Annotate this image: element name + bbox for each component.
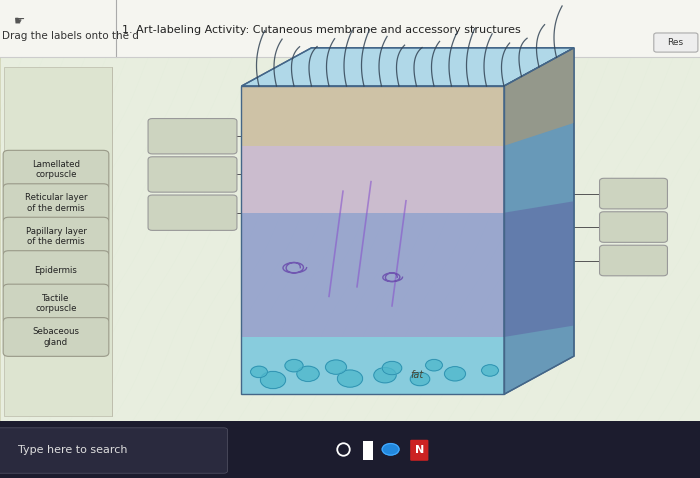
FancyBboxPatch shape bbox=[0, 421, 700, 478]
FancyBboxPatch shape bbox=[366, 441, 373, 460]
Circle shape bbox=[382, 444, 399, 455]
Polygon shape bbox=[241, 337, 504, 394]
FancyBboxPatch shape bbox=[3, 251, 109, 290]
FancyBboxPatch shape bbox=[148, 195, 237, 230]
Text: 1. Art-labeling Activity: Cutaneous membrane and accessory structures: 1. Art-labeling Activity: Cutaneous memb… bbox=[122, 25, 522, 35]
Polygon shape bbox=[241, 213, 504, 337]
Text: N: N bbox=[414, 445, 424, 455]
Text: Tactile
corpuscle: Tactile corpuscle bbox=[35, 294, 77, 313]
Polygon shape bbox=[504, 48, 574, 394]
Text: Epidermis: Epidermis bbox=[34, 266, 78, 274]
FancyBboxPatch shape bbox=[0, 0, 700, 57]
Text: Res: Res bbox=[667, 38, 684, 47]
Circle shape bbox=[444, 367, 466, 381]
Circle shape bbox=[374, 368, 396, 383]
Text: ☛: ☛ bbox=[14, 15, 25, 28]
FancyBboxPatch shape bbox=[3, 318, 109, 357]
Text: Sebaceous
gland: Sebaceous gland bbox=[32, 327, 80, 347]
Circle shape bbox=[285, 359, 303, 372]
FancyBboxPatch shape bbox=[600, 178, 668, 209]
FancyBboxPatch shape bbox=[0, 428, 228, 473]
FancyBboxPatch shape bbox=[3, 284, 109, 323]
Text: Type here to search: Type here to search bbox=[18, 445, 127, 455]
FancyBboxPatch shape bbox=[363, 441, 370, 460]
Polygon shape bbox=[241, 48, 574, 86]
Circle shape bbox=[482, 365, 498, 376]
FancyBboxPatch shape bbox=[3, 151, 109, 189]
Polygon shape bbox=[504, 201, 574, 337]
Circle shape bbox=[260, 371, 286, 389]
Circle shape bbox=[337, 370, 363, 387]
Circle shape bbox=[410, 372, 430, 386]
FancyBboxPatch shape bbox=[3, 217, 109, 256]
Text: Drag the labels onto the d: Drag the labels onto the d bbox=[2, 31, 139, 41]
Circle shape bbox=[326, 360, 346, 374]
FancyBboxPatch shape bbox=[4, 67, 112, 416]
FancyBboxPatch shape bbox=[600, 245, 668, 276]
Text: Reticular layer
of the dermis: Reticular layer of the dermis bbox=[25, 194, 88, 213]
FancyBboxPatch shape bbox=[148, 157, 237, 192]
Text: Papillary layer
of the dermis: Papillary layer of the dermis bbox=[26, 227, 86, 246]
Text: Lamellated
corpuscle: Lamellated corpuscle bbox=[32, 160, 80, 179]
FancyBboxPatch shape bbox=[148, 119, 237, 154]
Circle shape bbox=[251, 366, 267, 378]
Circle shape bbox=[297, 366, 319, 381]
Polygon shape bbox=[241, 146, 504, 213]
Circle shape bbox=[382, 361, 402, 375]
FancyBboxPatch shape bbox=[0, 57, 700, 421]
Circle shape bbox=[426, 359, 442, 371]
FancyBboxPatch shape bbox=[3, 184, 109, 223]
Text: fat: fat bbox=[410, 370, 423, 380]
FancyBboxPatch shape bbox=[410, 440, 428, 461]
Polygon shape bbox=[504, 48, 574, 146]
FancyBboxPatch shape bbox=[654, 33, 698, 52]
Polygon shape bbox=[241, 86, 504, 146]
FancyBboxPatch shape bbox=[600, 212, 668, 242]
